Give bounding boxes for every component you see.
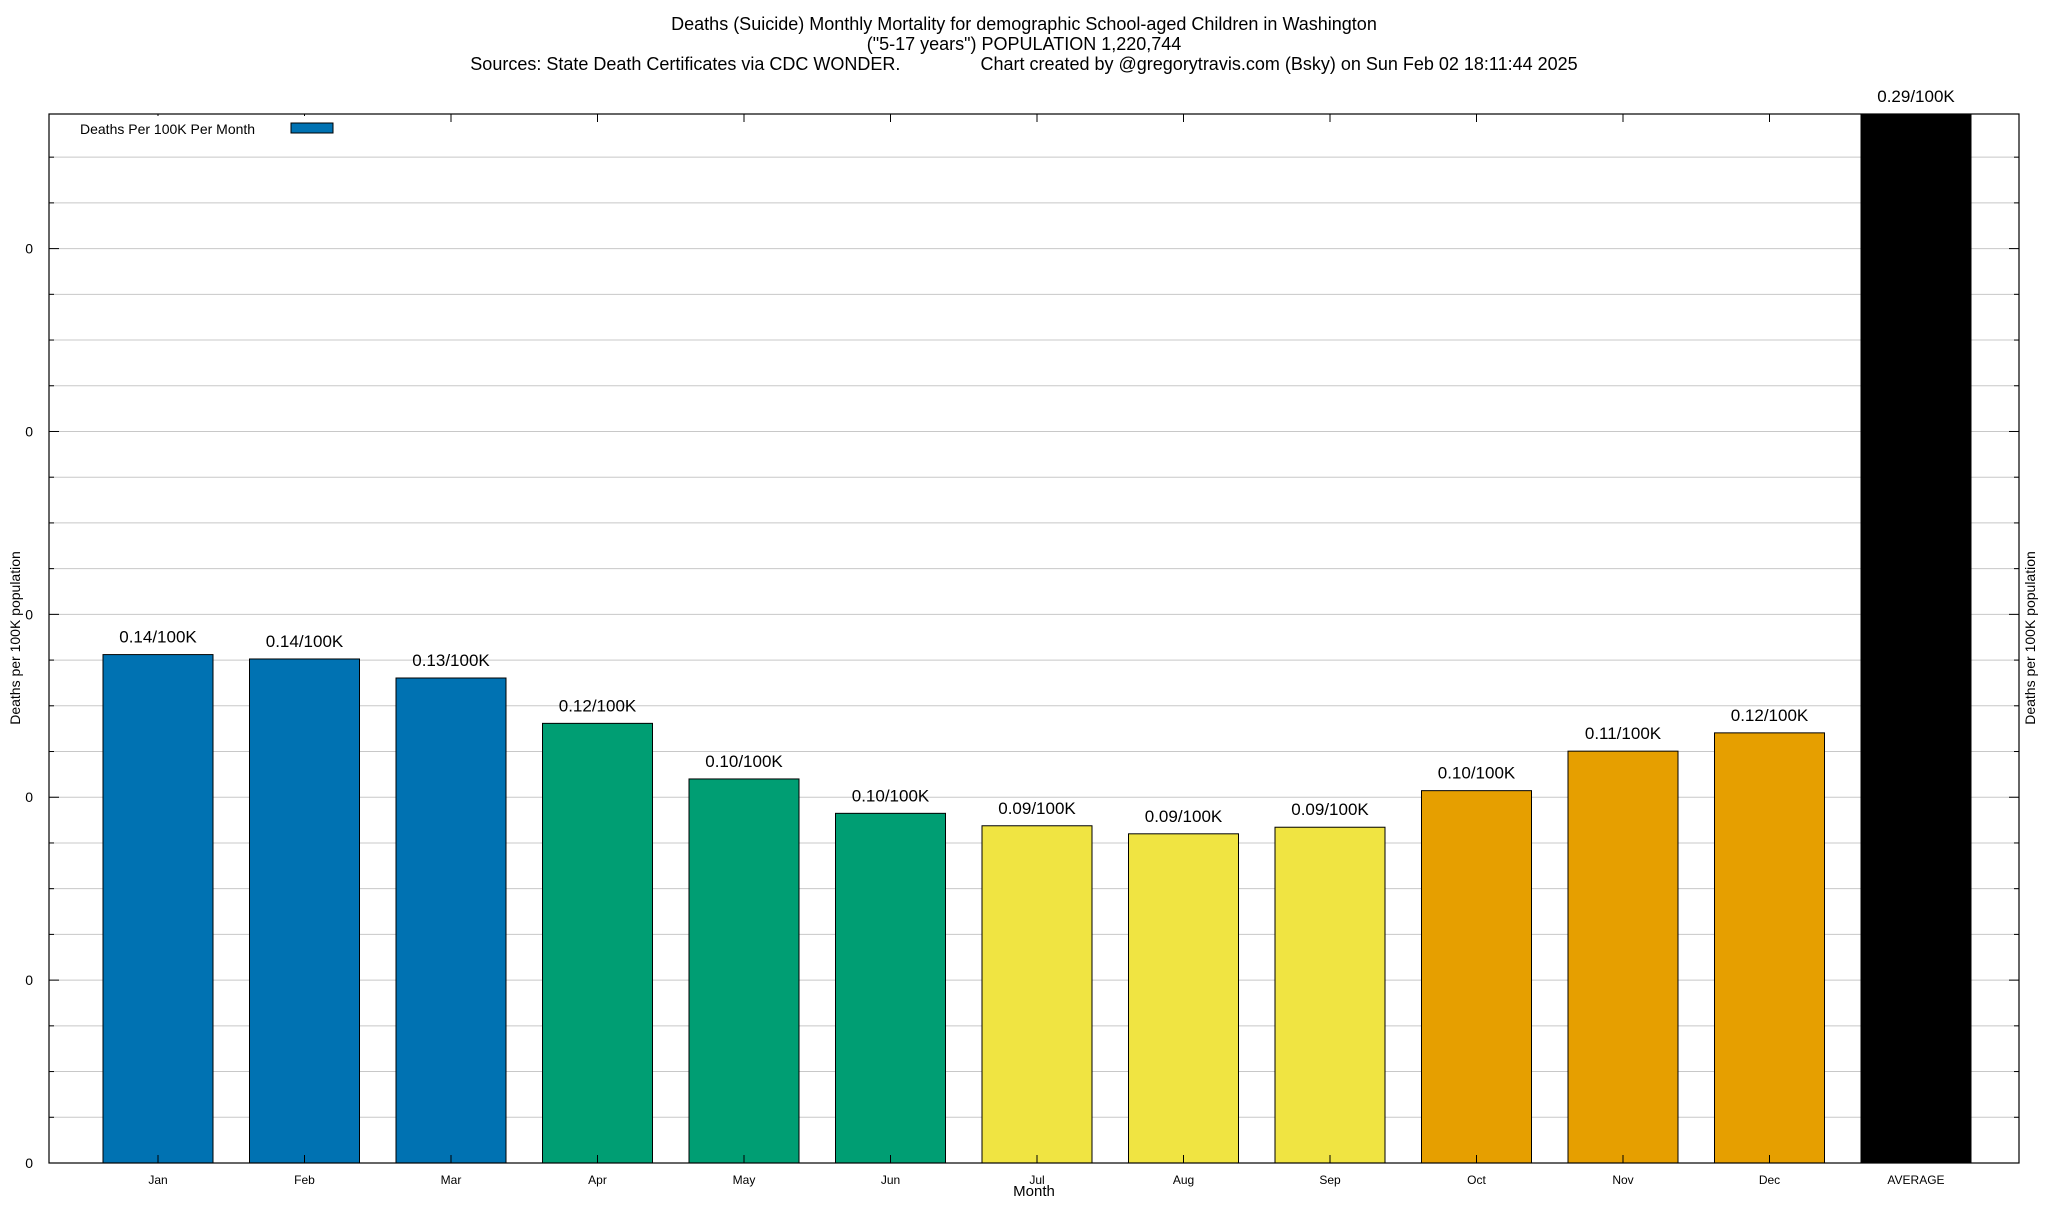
data-label: 0.29/100K <box>1877 87 1955 106</box>
y-tick-label: 0 <box>25 972 33 988</box>
x-tick-label: Apr <box>588 1173 607 1187</box>
data-label: 0.10/100K <box>1438 764 1516 783</box>
x-axis-label: Month <box>1013 1183 1055 1200</box>
y-tick-label: 0 <box>25 423 33 439</box>
y-tick-label: 0 <box>25 1155 33 1171</box>
chart-title-line-1: Deaths (Suicide) Monthly Mortality for d… <box>671 14 1377 34</box>
y-axis-label: Deaths per 100K population <box>7 551 23 725</box>
bar-apr <box>542 722 653 1164</box>
chart-title: Deaths (Suicide) Monthly Mortality for d… <box>470 14 1577 74</box>
data-label: 0.13/100K <box>412 651 490 670</box>
bar-jul <box>981 825 1093 1164</box>
x-tick-label: Aug <box>1173 1173 1194 1187</box>
y2-axis-label: Deaths per 100K population <box>2022 551 2038 725</box>
bar-mar <box>395 677 507 1164</box>
x-tick-label: Nov <box>1612 1173 1633 1187</box>
x-tick-label: Oct <box>1467 1173 1486 1187</box>
bar-jan <box>102 654 214 1164</box>
bar-average <box>1860 113 1972 1164</box>
legend-swatch <box>290 122 334 134</box>
bar-sep <box>1274 826 1386 1164</box>
bar-dec <box>1714 732 1825 1164</box>
x-tick-label: Dec <box>1759 1173 1780 1187</box>
x-tick-label: Jan <box>148 1173 167 1187</box>
x-tick-label: May <box>733 1173 756 1187</box>
bar-nov <box>1567 750 1679 1164</box>
x-tick-label: Jul <box>1029 1173 1044 1187</box>
x-tick-label: Sep <box>1319 1173 1341 1187</box>
legend-label: Deaths Per 100K Per Month <box>80 121 255 137</box>
legend: Deaths Per 100K Per Month <box>56 116 346 142</box>
x-tick-label: Jun <box>881 1173 900 1187</box>
data-label: 0.09/100K <box>998 799 1076 818</box>
bar-may <box>688 778 800 1164</box>
y-tick-label: 0 <box>25 241 33 257</box>
data-label: 0.14/100K <box>119 628 197 647</box>
chart-title-line-3: Sources: State Death Certificates via CD… <box>470 54 1577 74</box>
x-tick-label: AVERAGE <box>1887 1173 1944 1187</box>
data-label: 0.14/100K <box>266 632 344 651</box>
y-tick-labels: 0 0 0 0 0 0 <box>25 241 33 1171</box>
data-label: 0.12/100K <box>559 696 637 715</box>
chart-title-line-2: ("5-17 years") POPULATION 1,220,744 <box>867 34 1182 54</box>
data-label: 0.11/100K <box>1585 724 1662 743</box>
x-tick-labels: Jan Feb Mar Apr May Jun Jul Aug Sep Oct Nov Dec AVER… <box>148 114 1945 1187</box>
bar-jun <box>835 812 946 1164</box>
x-tick-label: Mar <box>441 1173 462 1187</box>
y-tick-label: 0 <box>25 789 33 805</box>
bar-feb <box>249 658 360 1164</box>
bars <box>102 113 1972 1164</box>
data-label: 0.09/100K <box>1145 807 1223 826</box>
x-tick-label: Feb <box>294 1173 315 1187</box>
bar-aug <box>1128 833 1239 1164</box>
y-tick-label: 0 <box>25 606 33 622</box>
data-label: 0.10/100K <box>705 752 783 771</box>
data-label: 0.12/100K <box>1731 706 1809 725</box>
bar-oct <box>1421 790 1532 1164</box>
plot-frame <box>48 113 2020 1164</box>
data-label: 0.10/100K <box>852 786 930 805</box>
data-labels: 0.14/100K 0.14/100K 0.13/100K 0.12/100K 0.10… <box>119 87 1955 826</box>
data-label: 0.09/100K <box>1291 800 1369 819</box>
